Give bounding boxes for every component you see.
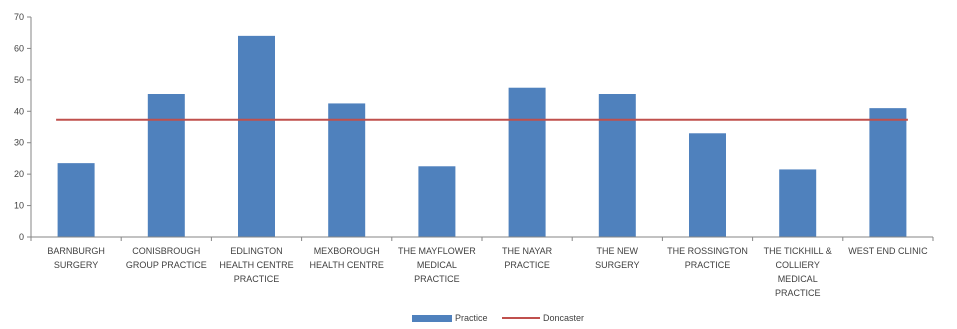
y-tick-label: 70	[14, 12, 24, 22]
x-tick-label: WEST END CLINIC	[848, 246, 928, 256]
legend: Practice Doncaster	[412, 313, 584, 323]
bars	[57, 35, 907, 238]
x-tick-label: THE ROSSINGTON PRACTICE	[667, 246, 748, 270]
x-tick-label: THE MAYFLOWER MEDICAL PRACTICE	[398, 246, 476, 284]
legend-label-practice: Practice	[455, 313, 488, 323]
x-tick-label: BARNBURGH SURGERY	[47, 246, 105, 270]
x-axis: BARNBURGH SURGERY CONISBROUGH GROUP PRACTIC…	[30, 236, 934, 298]
bar	[418, 166, 456, 237]
legend-label-doncaster: Doncaster	[543, 313, 584, 323]
x-tick-label: EDLINGTON HEALTH CENTRE PRACTICE	[219, 246, 293, 284]
bar	[57, 163, 95, 237]
legend-swatch-practice	[412, 315, 452, 322]
x-tick-label: THE NEW SURGERY	[595, 246, 639, 270]
x-tick-label: CONISBROUGH GROUP PRACTICE	[126, 246, 207, 270]
bar	[238, 35, 275, 237]
y-tick-label: 30	[14, 138, 24, 148]
y-tick-label: 40	[14, 106, 24, 116]
bar	[598, 94, 636, 237]
bar	[779, 169, 817, 237]
y-tick-label: 60	[14, 43, 24, 53]
bar	[689, 133, 726, 237]
bar	[869, 108, 907, 238]
x-tick-label: THE NAYAR PRACTICE	[502, 246, 553, 270]
y-axis: 0 10 20 30 40 50 60 70	[14, 12, 32, 242]
y-tick-label: 20	[14, 169, 24, 179]
bar	[328, 103, 366, 237]
x-tick-label: MEXBOROUGH HEALTH CENTRE	[310, 246, 384, 270]
y-tick-label: 10	[14, 201, 24, 211]
y-tick-label: 50	[14, 75, 24, 85]
bar	[508, 87, 546, 237]
bar	[147, 94, 185, 237]
x-tick-label: THE TICKHILL & COLLIERY MEDICAL PRACTICE	[764, 246, 832, 298]
y-tick-label: 0	[19, 232, 24, 242]
